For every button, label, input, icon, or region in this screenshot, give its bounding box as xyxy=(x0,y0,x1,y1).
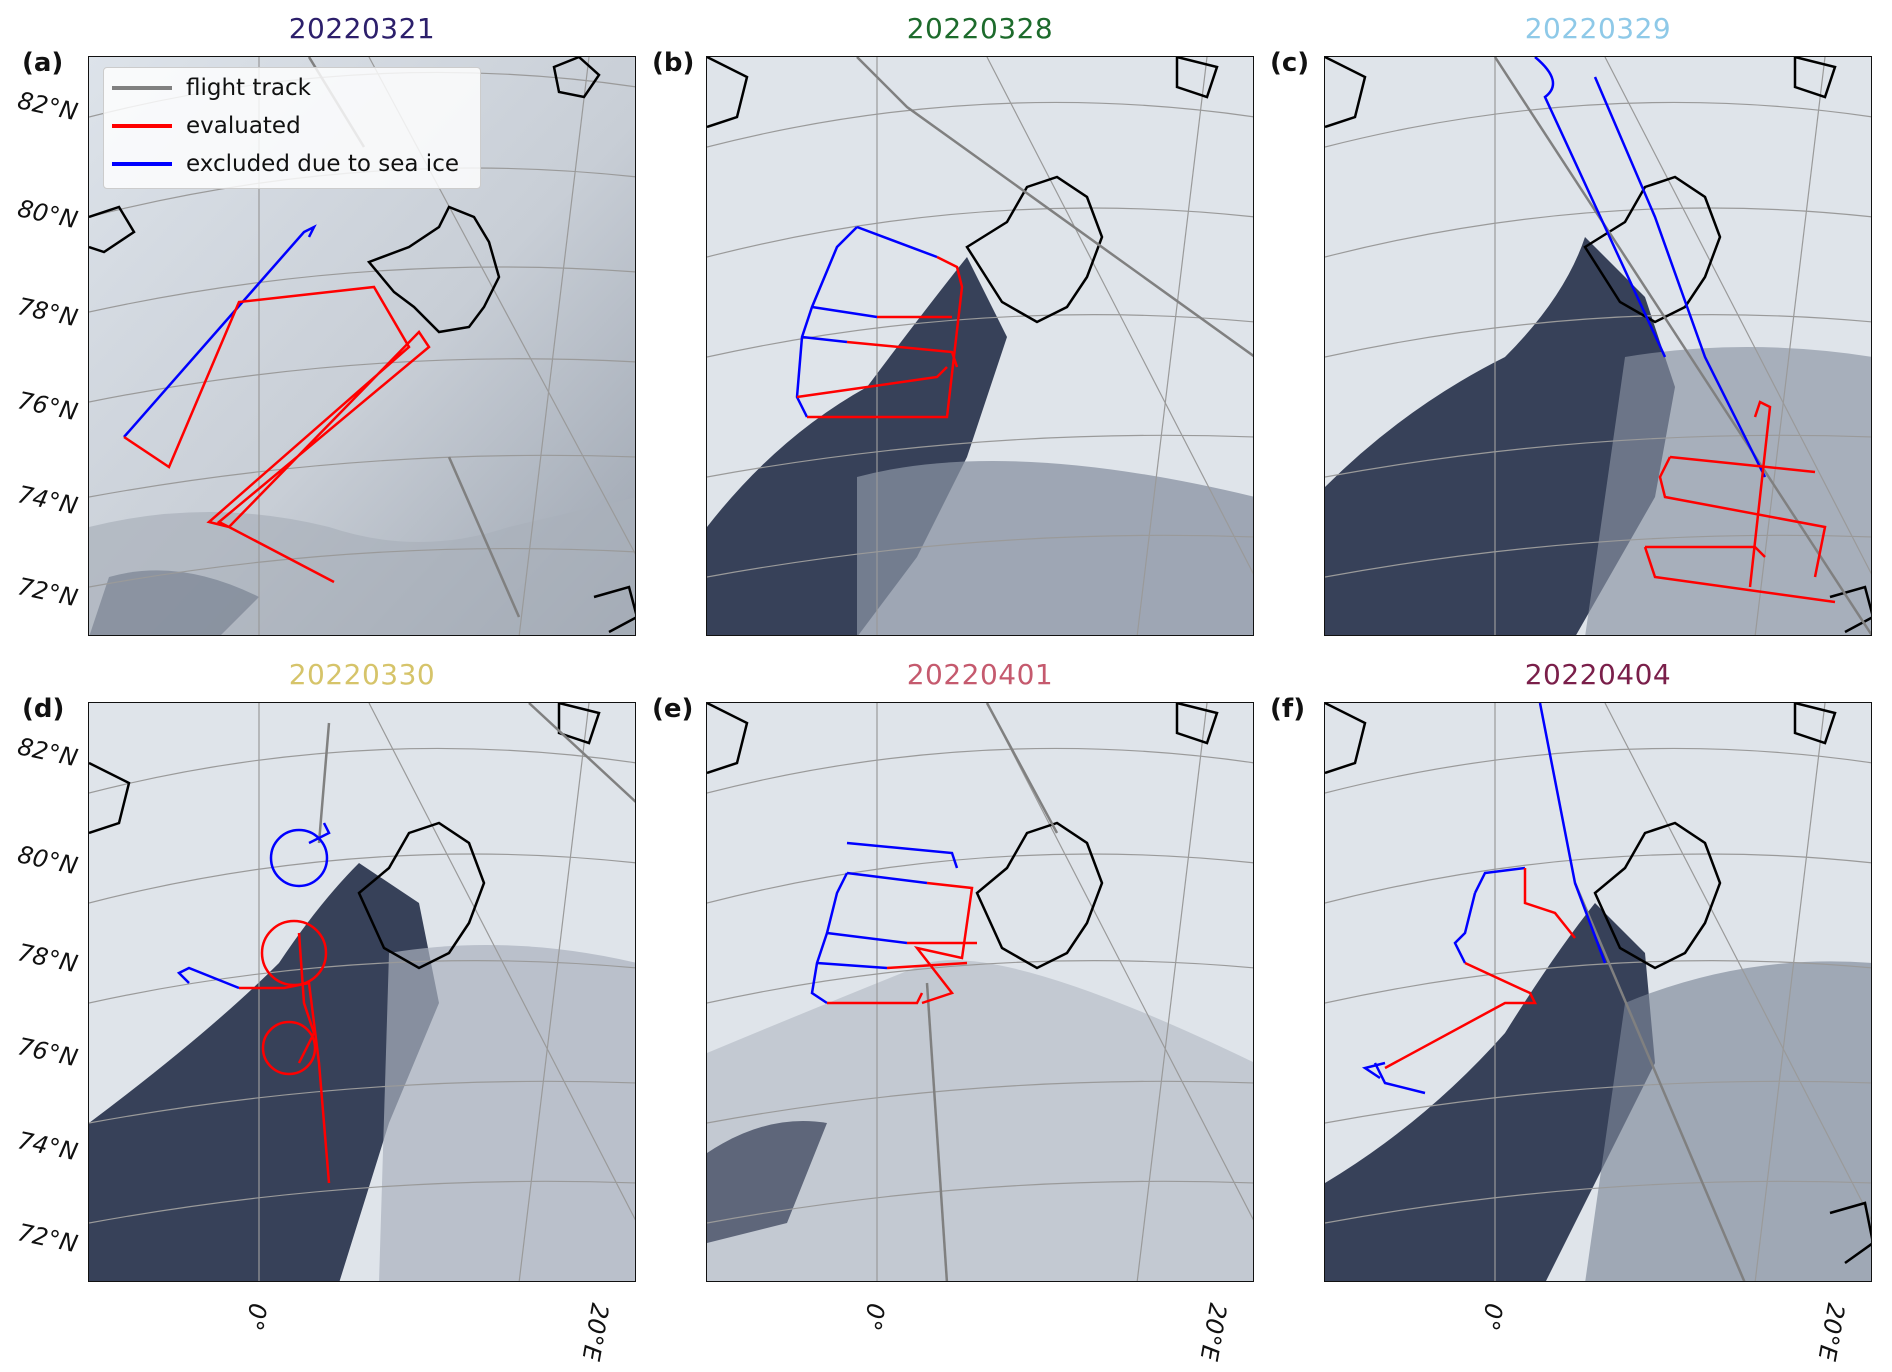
panel-f-date: 20220404 xyxy=(1524,658,1672,691)
lon-label-20e-f: 20°E xyxy=(1812,1301,1850,1363)
lat-label-74-top: 74°N xyxy=(15,480,81,521)
panel-e-date: 20220401 xyxy=(906,658,1054,691)
map-d-svg xyxy=(89,703,635,1281)
graticule xyxy=(1325,703,1871,1281)
flight-tracks xyxy=(176,703,635,1184)
open-water xyxy=(1325,903,1655,1281)
coastline xyxy=(89,703,601,970)
coastline xyxy=(1325,703,1871,1265)
open-water xyxy=(707,1121,827,1243)
coastline xyxy=(707,57,1219,324)
legend-item-excluded: excluded due to sea ice xyxy=(112,148,459,180)
lon-label-0-d: 0° xyxy=(239,1301,272,1333)
open-water xyxy=(1325,237,1675,635)
panel-c-title: 20220329 xyxy=(1324,12,1872,45)
legend-item-evaluated: evaluated xyxy=(112,110,301,142)
panel-e-label: (e) xyxy=(652,694,694,724)
map-e-svg xyxy=(707,703,1253,1281)
panel-a-date: 20220321 xyxy=(288,12,436,45)
open-water xyxy=(707,257,1007,635)
panel-c-label: (c) xyxy=(1270,48,1310,78)
graticule xyxy=(707,57,1253,635)
map-f-svg xyxy=(1325,703,1871,1281)
flight-tracks xyxy=(1361,703,1746,1281)
legend-swatch-evaluated xyxy=(112,124,172,128)
cloud-field xyxy=(857,461,1253,635)
map-b-svg xyxy=(707,57,1253,635)
flight-tracks xyxy=(810,703,1059,1281)
lon-label-0-e: 0° xyxy=(857,1301,890,1333)
graticule xyxy=(707,703,1253,1281)
panel-f-label: (f) xyxy=(1270,694,1306,724)
legend-item-flight-track: flight track xyxy=(112,72,311,104)
cloud-field xyxy=(707,960,1253,1281)
map-panel-a: flight track evaluated excluded due to s… xyxy=(88,56,636,636)
lat-label-74-bottom: 74°N xyxy=(15,1126,81,1167)
graticule xyxy=(1325,57,1871,635)
panel-a-title: 20220321 xyxy=(88,12,636,45)
legend-label-flight-track: flight track xyxy=(186,75,311,101)
open-water xyxy=(89,863,439,1281)
panel-d-title: 20220330 xyxy=(88,658,636,691)
map-panel-e xyxy=(706,702,1254,1282)
cloud-field xyxy=(1585,961,1871,1281)
panel-b-date: 20220328 xyxy=(906,12,1054,45)
coastline xyxy=(707,703,1219,970)
panel-b-label: (b) xyxy=(652,48,695,78)
flight-tracks xyxy=(1493,57,1871,635)
panel-d-date: 20220330 xyxy=(288,658,436,691)
lon-label-0-f: 0° xyxy=(1475,1301,1508,1333)
panel-c-date: 20220329 xyxy=(1524,12,1672,45)
legend-swatch-flight-track xyxy=(112,86,172,90)
lat-label-72-bottom: 72°N xyxy=(15,1218,81,1259)
lon-label-20e-e: 20°E xyxy=(1194,1301,1232,1363)
lon-label-20e-d: 20°E xyxy=(576,1301,614,1363)
coastline xyxy=(1325,57,1871,634)
lat-label-78-top: 78°N xyxy=(15,292,81,333)
lat-label-72-top: 72°N xyxy=(15,572,81,613)
lat-label-80-bottom: 80°N xyxy=(15,840,81,881)
map-panel-c xyxy=(1324,56,1872,636)
legend: flight track evaluated excluded due to s… xyxy=(103,67,481,189)
legend-label-excluded: excluded due to sea ice xyxy=(186,151,459,177)
cloud-field xyxy=(1585,347,1871,635)
coastline xyxy=(89,57,635,634)
lat-label-76-top: 76°N xyxy=(15,386,81,427)
map-panel-d xyxy=(88,702,636,1282)
lat-label-80-top: 80°N xyxy=(15,194,81,235)
lat-label-78-bottom: 78°N xyxy=(15,938,81,979)
cloud-field xyxy=(379,945,635,1281)
panel-a-label: (a) xyxy=(22,48,64,78)
map-panel-f xyxy=(1324,702,1872,1282)
map-c-svg xyxy=(1325,57,1871,635)
panel-d-label: (d) xyxy=(22,694,65,724)
graticule xyxy=(89,703,635,1281)
panel-b-title: 20220328 xyxy=(706,12,1254,45)
map-panel-b xyxy=(706,56,1254,636)
legend-label-evaluated: evaluated xyxy=(186,113,301,139)
open-water xyxy=(89,570,259,635)
lat-label-82-bottom: 82°N xyxy=(15,732,81,773)
panel-e-title: 20220401 xyxy=(706,658,1254,691)
flight-tracks xyxy=(795,57,1253,419)
lat-label-76-bottom: 76°N xyxy=(15,1032,81,1073)
panel-f-title: 20220404 xyxy=(1324,658,1872,691)
lat-label-82-top: 82°N xyxy=(15,86,81,127)
legend-swatch-excluded xyxy=(112,162,172,166)
